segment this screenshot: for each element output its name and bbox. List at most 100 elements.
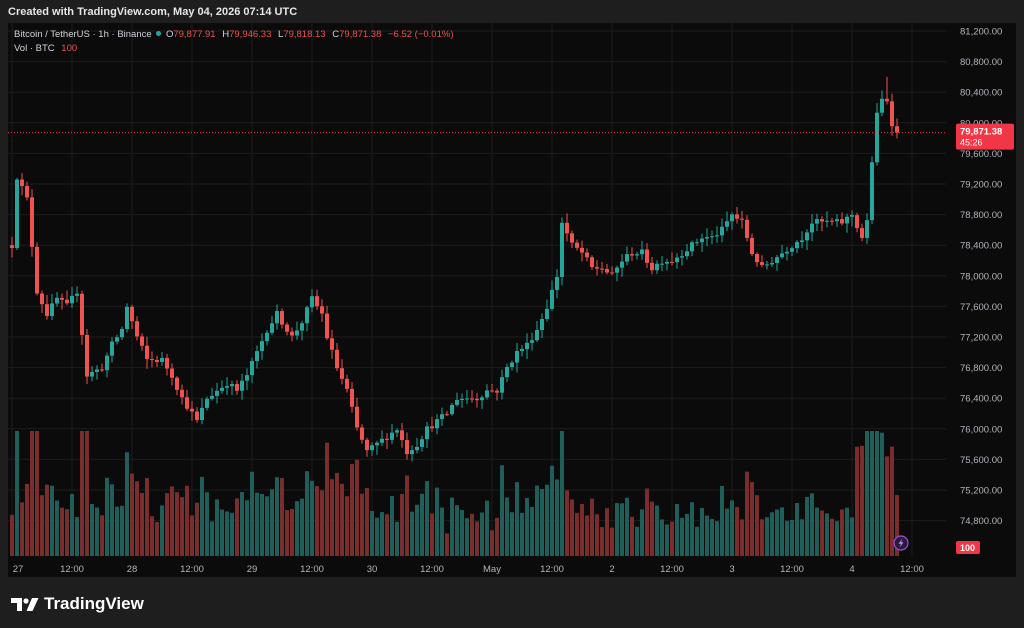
candle-body bbox=[240, 380, 244, 391]
candle-body bbox=[895, 126, 899, 133]
candle-body bbox=[380, 438, 384, 443]
volume-bar bbox=[150, 516, 154, 556]
volume-bar bbox=[600, 527, 604, 556]
candle-body bbox=[555, 276, 559, 290]
candle-body bbox=[170, 368, 174, 378]
volume-bar bbox=[825, 513, 829, 556]
candle-body bbox=[90, 371, 94, 377]
volume-bar bbox=[90, 503, 94, 556]
volume-value-tag bbox=[956, 541, 980, 554]
time-axis-label: 12:00 bbox=[420, 564, 444, 575]
legend-open-value: 79,877.91 bbox=[173, 29, 216, 40]
volume-bar bbox=[395, 521, 399, 556]
volume-bar bbox=[440, 507, 444, 556]
time-axis-label: 12:00 bbox=[540, 564, 564, 575]
created-with-label: Created with TradingView.com, May 04, 20… bbox=[8, 6, 298, 18]
volume-bar bbox=[700, 507, 704, 556]
candle-body bbox=[125, 306, 129, 329]
volume-bar bbox=[865, 431, 869, 556]
candle-body bbox=[715, 235, 719, 237]
candle-body bbox=[195, 411, 199, 420]
candle-body bbox=[720, 226, 724, 236]
candle-body bbox=[175, 377, 179, 390]
volume-bar bbox=[610, 527, 614, 556]
candle-body bbox=[35, 246, 39, 294]
volume-bar bbox=[75, 516, 79, 556]
volume-bar bbox=[740, 519, 744, 556]
volume-bar bbox=[305, 471, 309, 556]
volume-bar bbox=[590, 498, 594, 556]
volume-bar bbox=[190, 515, 194, 556]
volume-bar bbox=[695, 526, 699, 556]
time-axis-label: 4 bbox=[849, 564, 854, 575]
price-axis-label: 81,200.00 bbox=[960, 27, 1002, 38]
volume-bar bbox=[285, 510, 289, 556]
volume-bar bbox=[455, 505, 459, 556]
volume-bar bbox=[665, 524, 669, 556]
volume-bar bbox=[830, 518, 834, 556]
candle-body bbox=[495, 390, 499, 393]
chart-pane[interactable]: 81,200.0080,800.0080,400.0080,000.0079,6… bbox=[8, 23, 1016, 577]
candle-body bbox=[180, 389, 184, 398]
volume-bar bbox=[520, 512, 524, 556]
candle-body bbox=[840, 219, 844, 224]
volume-bar bbox=[620, 503, 624, 556]
tradingview-logo-icon bbox=[11, 598, 39, 611]
volume-bar bbox=[205, 492, 209, 556]
volume-bar bbox=[495, 517, 499, 556]
candle-body bbox=[760, 262, 764, 265]
candle-body bbox=[25, 185, 29, 198]
candle-body bbox=[105, 355, 109, 371]
volume-bar bbox=[50, 485, 54, 556]
legend-close-label: C bbox=[332, 29, 340, 40]
volume-bar bbox=[525, 497, 529, 556]
candle-body bbox=[795, 242, 799, 249]
candle-body bbox=[530, 340, 534, 343]
price-chart-svg[interactable]: 81,200.0080,800.0080,400.0080,000.0079,6… bbox=[8, 23, 1016, 577]
candle-body bbox=[445, 414, 449, 416]
candle-body bbox=[525, 342, 529, 350]
candle-body bbox=[620, 261, 624, 268]
price-axis-label: 78,000.00 bbox=[960, 271, 1002, 282]
candle-body bbox=[250, 361, 254, 376]
candle-body bbox=[305, 307, 309, 324]
candle-body bbox=[580, 247, 584, 253]
candle-body bbox=[535, 330, 539, 341]
tradingview-logo: TradingView bbox=[10, 592, 144, 616]
price-axis-label: 76,400.00 bbox=[960, 394, 1002, 405]
candle-body bbox=[415, 446, 419, 451]
volume-bar bbox=[60, 507, 64, 556]
lightning-bolt bbox=[898, 538, 904, 548]
volume-bar bbox=[185, 485, 189, 556]
legend-low-label: L bbox=[278, 29, 284, 40]
candle-body bbox=[745, 219, 749, 238]
volume-bar bbox=[85, 431, 89, 556]
candle-body bbox=[360, 427, 364, 440]
legend-symbol: Bitcoin / TetherUS · 1h · Binance bbox=[14, 29, 152, 40]
volume-bar bbox=[115, 506, 119, 556]
candle-body bbox=[165, 357, 169, 369]
volume-bar bbox=[235, 498, 239, 556]
volume-bar bbox=[770, 512, 774, 556]
candle-body bbox=[660, 263, 664, 265]
candle-body bbox=[625, 254, 629, 262]
candle-body bbox=[355, 406, 359, 428]
volume-bar bbox=[405, 475, 409, 556]
volume-bar bbox=[640, 509, 644, 556]
volume-bar bbox=[350, 464, 354, 556]
candle-body bbox=[230, 384, 234, 387]
candle-body bbox=[830, 220, 834, 222]
volume-bar bbox=[785, 520, 789, 556]
legend-change: −6.52 (−0.01%) bbox=[388, 29, 454, 40]
candle-body bbox=[490, 390, 494, 392]
candle-body bbox=[890, 101, 894, 127]
volume-bar bbox=[295, 501, 299, 556]
volume-bar bbox=[300, 498, 304, 556]
candle-body bbox=[860, 228, 864, 238]
time-axis-label: 3 bbox=[729, 564, 734, 575]
volume-bar bbox=[650, 501, 654, 556]
candle-body bbox=[405, 440, 409, 455]
candle-body bbox=[205, 398, 209, 408]
candle-body bbox=[880, 98, 884, 113]
volume-bar bbox=[70, 494, 74, 556]
